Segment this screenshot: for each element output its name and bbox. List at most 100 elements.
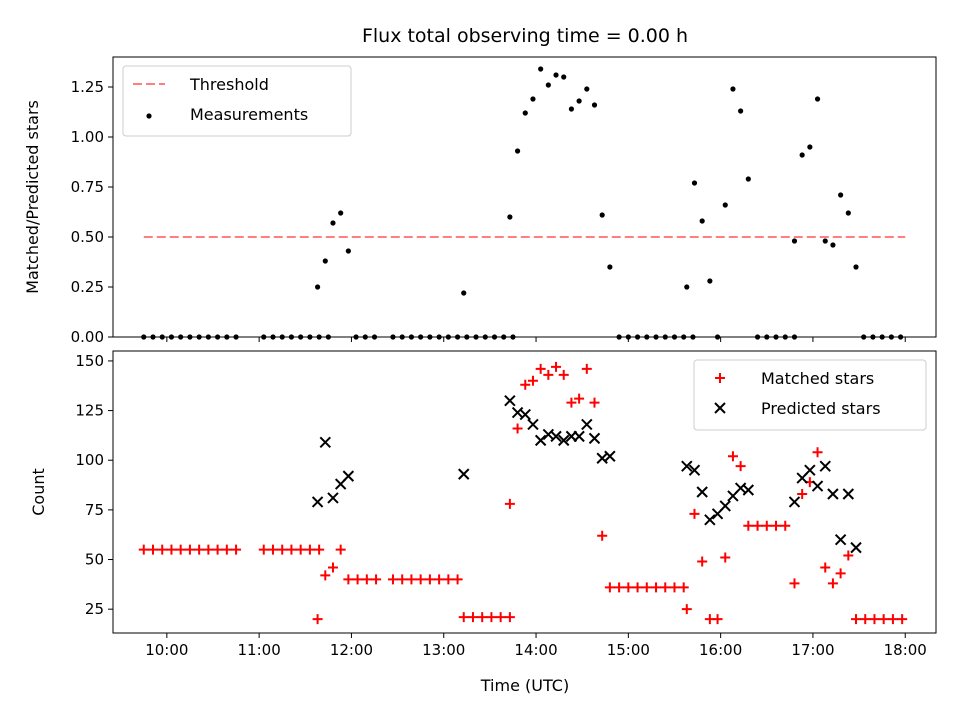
bottom-x-tick-label: 10:00 <box>145 641 188 659</box>
matched-star-point <box>520 379 531 390</box>
matched-star-point <box>184 544 195 555</box>
top-y-ticks: 0.00 0.25 0.50 0.75 1.00 1.25 <box>71 78 113 346</box>
bottom-y-tick-label: 50 <box>85 551 104 569</box>
matched-star-point <box>304 544 315 555</box>
measurement-point <box>538 66 544 72</box>
measurement-point <box>722 202 728 208</box>
measurement-point <box>738 108 744 114</box>
measurement-point <box>584 86 590 92</box>
matched-star-point <box>231 544 242 555</box>
predicted-star-point <box>804 464 816 476</box>
predicted-star-point <box>811 480 824 492</box>
matched-star-point <box>735 461 746 472</box>
matched-star-point <box>614 582 625 593</box>
matched-star-point <box>589 397 600 408</box>
measurement-point <box>730 86 736 92</box>
matched-star-point <box>335 544 346 555</box>
bottom-y-tick-label: 25 <box>85 600 104 618</box>
predicted-star-point <box>458 468 470 480</box>
matched-star-point <box>843 550 854 561</box>
bottom-x-tick-label: 13:00 <box>422 641 465 659</box>
measurement-point <box>699 218 705 224</box>
matched-star-point <box>771 520 782 531</box>
top-axes-frame <box>112 56 937 338</box>
matched-star-point <box>835 568 846 579</box>
matched-star-point <box>604 582 615 593</box>
measurement-point <box>561 74 567 80</box>
matched-star-point <box>797 488 808 499</box>
measurement-point <box>568 106 575 112</box>
matched-star-point <box>343 574 354 585</box>
bottom-x-tick-label: 15:00 <box>607 641 650 659</box>
matched-star-point <box>452 574 463 585</box>
matched-star-point <box>221 544 232 555</box>
legend-label: Measurements <box>190 105 308 124</box>
measurement-point <box>314 284 321 290</box>
bottom-x-tick-label: 16:00 <box>699 641 742 659</box>
bottom-x-tick-label: 14:00 <box>514 641 557 659</box>
predicted-star-point <box>519 408 531 421</box>
top-legend-box <box>122 65 352 137</box>
measurement-point <box>599 212 605 218</box>
matched-star-point <box>352 574 363 585</box>
predicted-star-point <box>550 430 562 443</box>
measurement-point <box>545 82 551 88</box>
predicted-star-point <box>342 470 355 482</box>
matched-star-point <box>681 604 692 615</box>
predicted-star-point <box>588 432 601 445</box>
measurement-point <box>814 96 821 102</box>
predicted-star-point <box>534 434 547 447</box>
predicted-star-point <box>788 496 801 508</box>
measurement-point <box>745 176 751 182</box>
matched-star-point <box>504 498 515 509</box>
matched-star-point <box>761 520 772 531</box>
matched-star-point <box>166 544 177 555</box>
measurement-point <box>845 210 851 216</box>
matched-star-point <box>743 520 754 531</box>
matched-star-point <box>887 614 898 625</box>
bottom-x-tick-label: 17:00 <box>791 641 834 659</box>
matched-star-point <box>387 574 398 585</box>
matched-star-point <box>689 508 700 519</box>
matched-star-point <box>175 544 186 555</box>
measurement-point <box>345 248 351 254</box>
top-y-tick-label: 0.75 <box>71 178 104 196</box>
matched-star-point <box>277 544 288 555</box>
matched-star-point <box>678 582 689 593</box>
matched-star-point <box>527 375 538 386</box>
predicted-star-point <box>319 436 331 449</box>
matched-star-point <box>504 612 515 623</box>
matched-star-point <box>467 612 478 623</box>
top-y-tick-label: 0.00 <box>71 328 104 346</box>
legend-measurement-swatch <box>146 113 152 119</box>
matched-star-point <box>860 614 871 625</box>
top-y-tick-label: 0.25 <box>71 278 104 296</box>
predicted-star-point <box>834 533 847 546</box>
measurement-point <box>607 264 613 270</box>
matched-star-point <box>295 544 306 555</box>
bottom-x-tick-label: 12:00 <box>330 641 373 659</box>
top-x-ticks <box>166 337 906 342</box>
bottom-y-ticks: 25 50 75 100 125 150 <box>75 352 113 618</box>
bottom-y-tick-label: 75 <box>85 501 104 519</box>
predicted-star-point <box>504 394 516 407</box>
bottom-y-tick-label: 100 <box>75 451 104 469</box>
measurement-point <box>338 210 344 216</box>
matched-star-point <box>477 612 488 623</box>
matched-star-point <box>812 447 823 458</box>
measurement-point <box>707 278 713 284</box>
bottom-axes-frame <box>112 350 937 634</box>
measurement-point <box>791 238 798 244</box>
predicted-star-point <box>527 418 539 431</box>
measurement-point <box>807 144 813 150</box>
matched-star-point <box>194 544 205 555</box>
bottom-legend-box <box>693 359 927 431</box>
top-panel: Flux total observing time = 0.00 h 0.000… <box>23 25 937 346</box>
predicted-star-point <box>581 418 593 431</box>
matched-star-point <box>669 582 680 593</box>
top-y-axis-label: Matched/Predicted stars <box>23 100 42 294</box>
bottom-y-tick-label: 125 <box>75 402 104 420</box>
bottom-y-tick-label: 150 <box>75 352 104 370</box>
bottom-x-ticks: 10:00 11:00 12:00 13:00 14:00 15:00 16:00 17:00… <box>145 633 927 659</box>
